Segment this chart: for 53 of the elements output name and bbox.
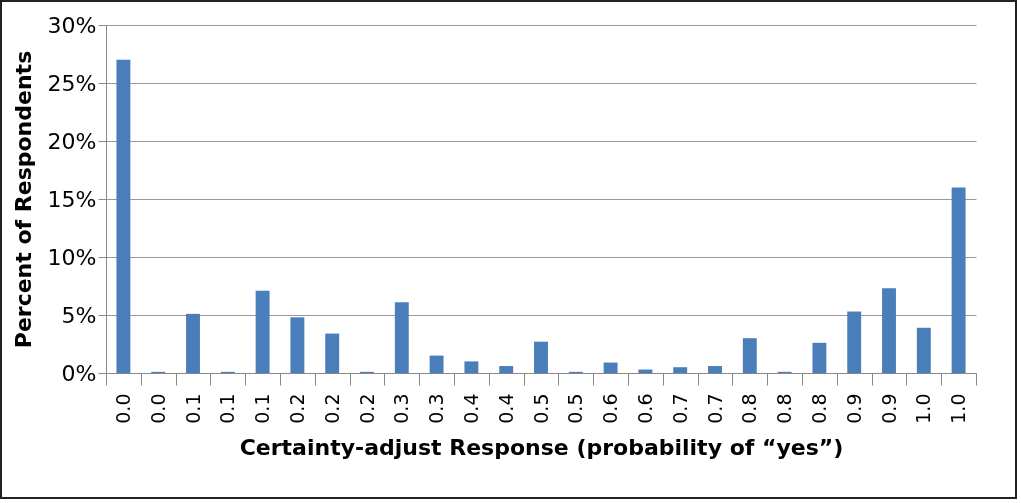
bar xyxy=(812,342,827,373)
bar xyxy=(951,187,966,373)
x-tick-label: 0.0 xyxy=(111,393,134,424)
x-tick-label: 0.2 xyxy=(285,393,308,424)
x-tick-label: 0.6 xyxy=(599,393,622,424)
x-tick-label: 0.9 xyxy=(877,393,900,424)
x-tick-label: 1.0 xyxy=(947,393,970,424)
x-tick-label: 0.2 xyxy=(355,393,378,424)
y-tick-label: 0% xyxy=(61,360,97,386)
bar xyxy=(394,302,409,373)
x-tick-label: 0.5 xyxy=(529,393,552,424)
bar xyxy=(882,288,896,373)
x-tick-label: 0.9 xyxy=(842,393,865,424)
bar xyxy=(429,355,444,373)
x-tick-label: 0.8 xyxy=(773,393,796,424)
x-tick-label: 0.1 xyxy=(216,393,239,424)
y-tick-label: 25% xyxy=(47,70,97,96)
bar xyxy=(534,341,548,373)
bar xyxy=(186,313,200,373)
x-tick-label: 0.3 xyxy=(425,393,448,424)
bar xyxy=(916,327,931,373)
y-tick-label: 20% xyxy=(47,128,97,154)
x-tick-label: 0.4 xyxy=(459,393,482,424)
bar xyxy=(673,367,688,373)
bar xyxy=(742,338,757,373)
x-tick-label: 0.8 xyxy=(738,393,761,424)
y-tick-label: 30% xyxy=(47,12,97,38)
x-tick-label: 0.5 xyxy=(564,393,587,424)
y-tick-label: 10% xyxy=(47,244,97,270)
bar xyxy=(290,317,305,373)
bar xyxy=(464,361,479,373)
bar xyxy=(603,362,618,373)
bar xyxy=(847,311,862,373)
bar xyxy=(708,366,722,373)
x-tick-label: 0.8 xyxy=(807,393,830,424)
bar xyxy=(255,290,270,373)
y-tick-label: 15% xyxy=(47,186,97,212)
x-tick-label: 0.2 xyxy=(320,393,343,424)
x-tick-label: 0.4 xyxy=(494,393,517,424)
bar xyxy=(499,366,514,373)
bar xyxy=(116,59,131,373)
x-axis-title: Certainty-adjust Response (probability of “yes”) xyxy=(239,434,844,460)
x-tick-label: 0.0 xyxy=(146,393,169,424)
x-tick-label: 0.1 xyxy=(251,393,274,424)
x-tick-label: 0.6 xyxy=(633,393,656,424)
x-tick-label: 0.3 xyxy=(390,393,413,424)
x-tick-label: 1.0 xyxy=(912,393,935,424)
bar xyxy=(325,333,340,373)
y-tick-label: 5% xyxy=(61,302,97,328)
x-tick-label: 0.7 xyxy=(668,393,691,424)
y-axis-title: Percent of Respondents xyxy=(10,50,36,349)
x-tick-label: 0.7 xyxy=(703,393,726,424)
x-tick-label: 0.1 xyxy=(181,393,204,424)
